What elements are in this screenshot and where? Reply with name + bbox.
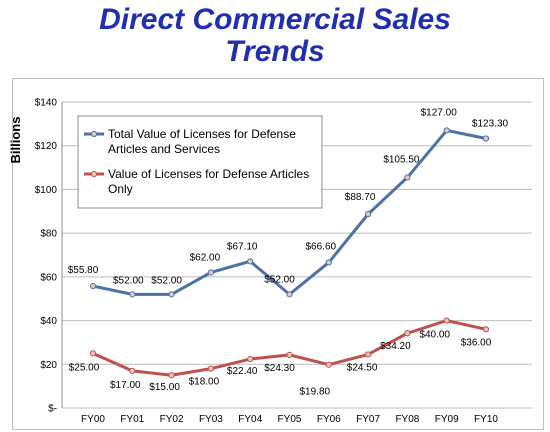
series-1-data-label-fy01: $52.00 [113, 275, 144, 286]
y-tick-label-6: $120 [35, 141, 58, 152]
y-tick-label-1: $20 [40, 360, 57, 371]
y-tick-label-0: $- [48, 404, 57, 415]
series-2-point-fy09 [443, 317, 450, 324]
series-2-point-fy03 [207, 365, 214, 372]
legend-entry-1-line-1: Total Value of Licenses for Defense [108, 127, 296, 141]
series-1-point-fy09 [443, 127, 450, 134]
series-1-point-fy03 [207, 269, 214, 276]
x-tick-label-fy04: FY04 [238, 414, 262, 425]
series-1-point-fy04 [247, 258, 254, 265]
series-1-point-fy02 [168, 291, 175, 298]
series-2-point-fy01 [129, 367, 136, 374]
chart-title-line-2: Trends [225, 35, 325, 68]
series-2-point-fy10 [482, 326, 490, 333]
series-1-point-fy00 [89, 282, 97, 290]
series-1-point-fy08 [404, 174, 411, 181]
series-1-data-label-fy10: $123.30 [472, 119, 509, 130]
series-2-data-label-fy10: $36.00 [461, 337, 492, 348]
x-tick-label-fy01: FY01 [120, 414, 144, 425]
series-1-point-fy07 [365, 211, 372, 218]
legend-swatch-marker-2 [90, 170, 98, 178]
legend-entry-1-line-2: Articles and Services [108, 142, 220, 156]
series-1-data-label-fy03: $62.00 [190, 252, 221, 263]
series-2-data-label-fy05: $24.30 [264, 363, 295, 374]
series-2-point-fy00 [89, 350, 97, 357]
series-2-point-fy05 [286, 351, 293, 358]
x-tick-label-fy05: FY05 [278, 414, 302, 425]
chart-title-line-1: Direct Commercial Sales [99, 3, 451, 36]
series-2-data-label-fy04: $22.40 [227, 366, 258, 377]
series-2-point-fy02 [168, 372, 175, 379]
series-2-data-label-fy09: $40.00 [419, 330, 450, 341]
series-2-point-fy06 [325, 361, 332, 368]
series-2-data-label-fy00: $25.00 [69, 362, 100, 373]
legend-entry-2-line-2: Only [108, 182, 133, 196]
series-1-data-label-fy08: $105.50 [383, 154, 420, 165]
x-tick-label-fy07: FY07 [356, 414, 380, 425]
series-1-point-fy10 [482, 135, 490, 142]
x-tick-label-fy10: FY10 [474, 414, 498, 425]
legend-swatch-marker-1 [90, 130, 98, 138]
y-tick-label-3: $60 [40, 272, 57, 283]
series-1-point-fy01 [129, 291, 136, 298]
series-1-data-label-fy07: $88.70 [345, 192, 376, 203]
y-tick-label-7: $140 [35, 98, 58, 109]
x-tick-label-fy03: FY03 [199, 414, 223, 425]
series-2-point-fy08 [404, 330, 411, 337]
series-2-data-label-fy01: $17.00 [110, 380, 141, 391]
x-tick-label-fy00: FY00 [81, 414, 105, 425]
y-tick-label-5: $100 [35, 185, 58, 196]
chart-title: Direct Commercial Sales Trends [0, 4, 550, 68]
legend-box [77, 115, 323, 209]
series-1-data-label-fy06: $66.60 [306, 241, 337, 252]
x-tick-label-fy06: FY06 [317, 414, 341, 425]
series-2-data-label-fy02: $15.00 [149, 382, 180, 393]
series-1-data-label-fy00: $55.80 [68, 265, 99, 276]
series-2-data-label-fy06: $19.80 [300, 387, 331, 398]
series-2-point-fy07 [365, 351, 372, 358]
y-tick-label-4: $80 [40, 229, 57, 240]
series-2-data-label-fy07: $24.50 [347, 362, 378, 373]
series-1-data-label-fy09: $127.00 [421, 107, 458, 118]
legend-entry-2-line-1: Value of Licenses for Defense Articles [108, 167, 309, 181]
series-1-data-label-fy05: $52.00 [264, 274, 295, 285]
x-tick-label-fy09: FY09 [435, 414, 459, 425]
x-tick-label-fy02: FY02 [160, 414, 184, 425]
series-1-data-label-fy04: $67.10 [227, 241, 258, 252]
series-1-point-fy06 [325, 259, 332, 266]
y-tick-label-2: $40 [40, 316, 57, 327]
series-2-data-label-fy03: $18.00 [189, 377, 220, 388]
y-axis-label: Billions [8, 117, 23, 164]
series-1-point-fy05 [286, 291, 293, 298]
series-2-point-fy04 [247, 355, 254, 363]
series-1-data-label-fy02: $52.00 [151, 275, 182, 286]
x-tick-label-fy08: FY08 [395, 414, 419, 425]
series-2-data-label-fy08: $34.20 [380, 341, 411, 352]
